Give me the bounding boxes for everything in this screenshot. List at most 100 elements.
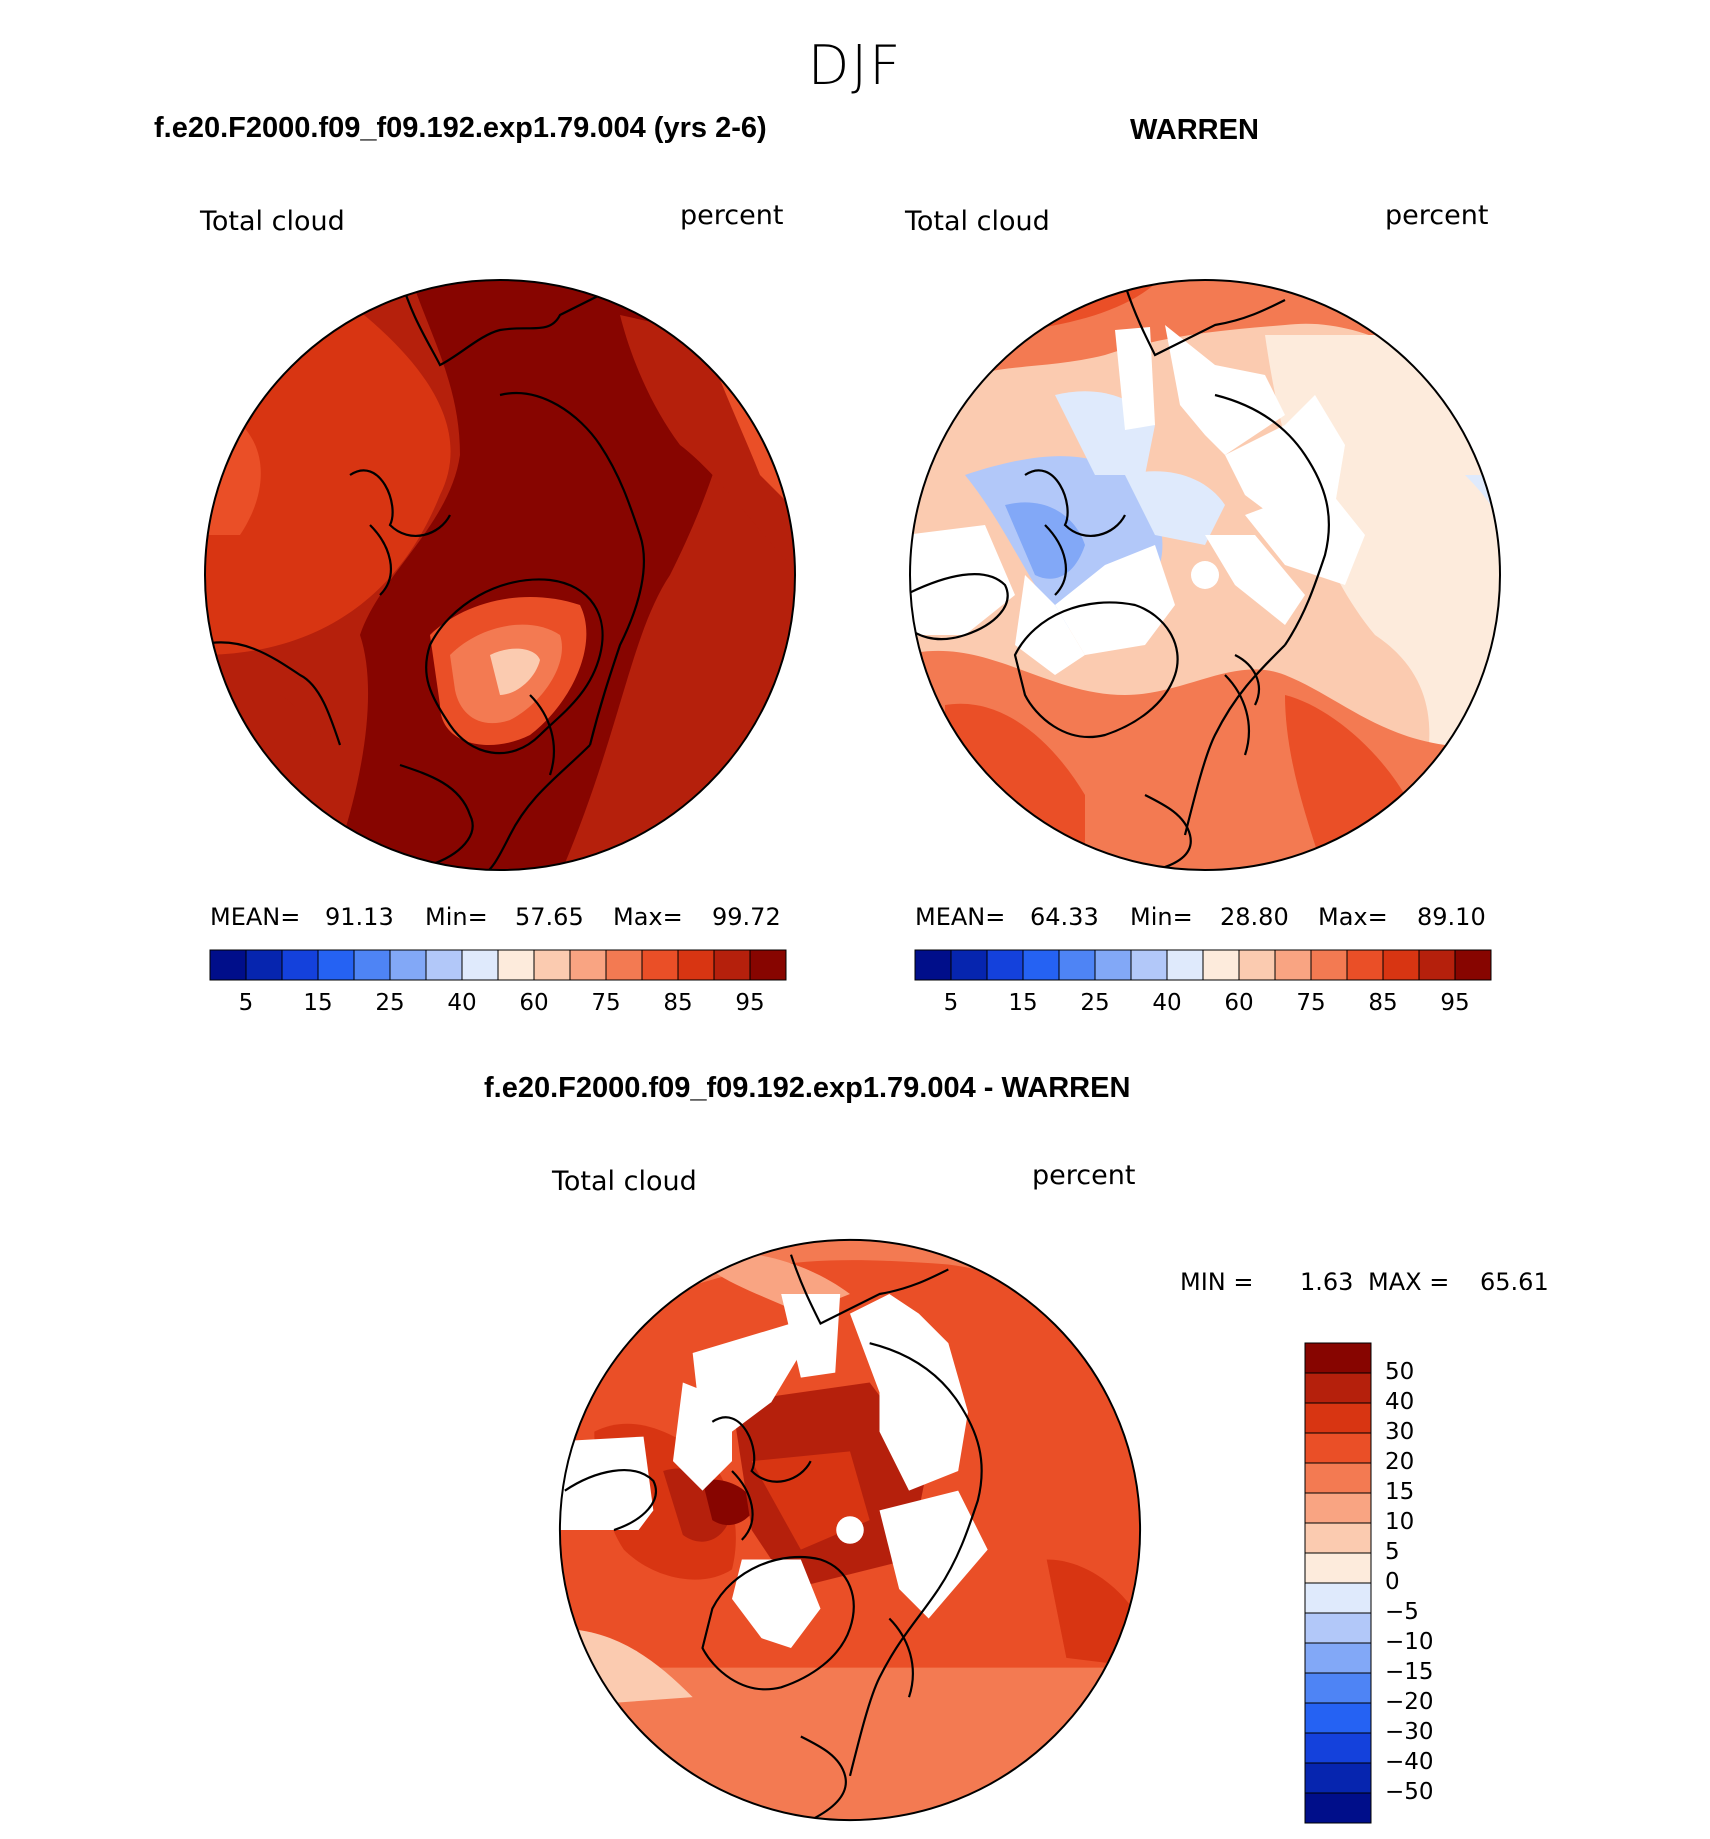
- panel3-variable: Total cloud: [552, 1166, 697, 1197]
- colorbar-swatch: [677, 949, 715, 981]
- page-title: DJF: [807, 34, 903, 97]
- colorbar-tick-label: 75: [1296, 990, 1326, 1016]
- panel1-units: percent: [680, 200, 784, 231]
- colorbar-tick-label: 40: [447, 990, 477, 1016]
- colorbar-swatch: [1304, 1552, 1372, 1584]
- colorbar-swatch: [353, 949, 391, 981]
- colorbar-swatch: [1166, 949, 1204, 981]
- colorbar-swatch: [1418, 949, 1456, 981]
- colorbar-swatch: [1454, 949, 1492, 981]
- colorbar-tick-label: 25: [1080, 990, 1110, 1016]
- colorbar-swatch: [497, 949, 535, 981]
- panel3-max-value: 65.61: [1480, 1268, 1549, 1296]
- panel2-mean-label: MEAN=: [915, 903, 1006, 931]
- colorbar-swatch: [533, 949, 571, 981]
- colorbar-tick-label: 75: [591, 990, 621, 1016]
- colorbar-tick-label: −30: [1385, 1719, 1434, 1745]
- colorbar-tick-label: −50: [1385, 1779, 1434, 1805]
- panel3-units: percent: [1032, 1160, 1136, 1191]
- colorbar-tick-label: 15: [303, 990, 333, 1016]
- colorbar-tick-label: 0: [1385, 1569, 1400, 1595]
- panel3-min-label: MIN =: [1180, 1268, 1254, 1296]
- colorbar-tick-label: 20: [1385, 1449, 1415, 1475]
- panel2-map: [909, 279, 1501, 871]
- colorbar-swatch: [986, 949, 1024, 981]
- colorbar-tick-label: −10: [1385, 1629, 1434, 1655]
- panel1-max-label: Max=: [613, 903, 683, 931]
- panel1-max-value: 99.72: [712, 903, 781, 931]
- colorbar-swatch: [749, 949, 787, 981]
- colorbar-swatch: [1304, 1582, 1372, 1614]
- colorbar-tick-label: 40: [1152, 990, 1182, 1016]
- colorbar-swatch: [1022, 949, 1060, 981]
- colorbar-swatch: [1304, 1732, 1372, 1764]
- colorbar-swatch: [1310, 949, 1348, 981]
- colorbar-swatch: [209, 949, 247, 981]
- panel3-title: f.e20.F2000.f09_f09.192.exp1.79.004 - WA…: [484, 1072, 1131, 1104]
- colorbar-tick-label: 60: [519, 990, 549, 1016]
- panel3-map: [558, 1238, 1142, 1822]
- panel2-max-label: Max=: [1318, 903, 1388, 931]
- panel2-units: percent: [1385, 200, 1489, 231]
- panel2-variable: Total cloud: [905, 206, 1050, 237]
- colorbar-swatch: [1346, 949, 1384, 981]
- colorbar-swatch: [317, 949, 355, 981]
- colorbar-tick-label: 15: [1385, 1479, 1415, 1505]
- panel2-title: WARREN: [1130, 114, 1259, 146]
- colorbar-swatch: [713, 949, 751, 981]
- panel1-colorbar: [209, 949, 787, 981]
- colorbar-swatch: [1304, 1522, 1372, 1554]
- panel1-min-value: 57.65: [515, 903, 584, 931]
- colorbar-swatch: [1130, 949, 1168, 981]
- colorbar-swatch: [1202, 949, 1240, 981]
- panel3-colorbar: [1304, 1342, 1372, 1824]
- panel3-min-value: 1.63: [1300, 1268, 1354, 1296]
- colorbar-tick-label: 15: [1008, 990, 1038, 1016]
- colorbar-tick-label: 30: [1385, 1419, 1415, 1445]
- colorbar-swatch: [1304, 1702, 1372, 1734]
- panel1-min-label: Min=: [425, 903, 488, 931]
- colorbar-swatch: [1304, 1432, 1372, 1464]
- colorbar-swatch: [641, 949, 679, 981]
- colorbar-tick-label: 95: [1440, 990, 1470, 1016]
- panel2-max-value: 89.10: [1417, 903, 1486, 931]
- colorbar-swatch: [1382, 949, 1420, 981]
- panel1-mean-label: MEAN=: [210, 903, 301, 931]
- colorbar-swatch: [950, 949, 988, 981]
- colorbar-tick-label: 5: [1385, 1539, 1400, 1565]
- colorbar-tick-label: −20: [1385, 1689, 1434, 1715]
- colorbar-tick-label: 60: [1224, 990, 1254, 1016]
- colorbar-tick-label: 5: [238, 990, 254, 1016]
- colorbar-swatch: [1274, 949, 1312, 981]
- colorbar-tick-label: −40: [1385, 1749, 1434, 1775]
- panel3-max-label: MAX =: [1368, 1268, 1450, 1296]
- colorbar-swatch: [569, 949, 607, 981]
- colorbar-swatch: [1304, 1672, 1372, 1704]
- colorbar-tick-label: 50: [1385, 1359, 1415, 1385]
- colorbar-swatch: [1304, 1492, 1372, 1524]
- panel2-mean-value: 64.33: [1030, 903, 1099, 931]
- colorbar-swatch: [389, 949, 427, 981]
- colorbar-swatch: [1304, 1372, 1372, 1404]
- colorbar-swatch: [1304, 1762, 1372, 1794]
- colorbar-swatch: [1304, 1462, 1372, 1494]
- colorbar-tick-label: 10: [1385, 1509, 1415, 1535]
- panel1-mean-value: 91.13: [325, 903, 394, 931]
- colorbar-tick-label: 40: [1385, 1389, 1415, 1415]
- colorbar-swatch: [1094, 949, 1132, 981]
- panel2-min-label: Min=: [1130, 903, 1193, 931]
- panel2-min-value: 28.80: [1220, 903, 1289, 931]
- colorbar-swatch: [605, 949, 643, 981]
- colorbar-tick-label: 5: [943, 990, 959, 1016]
- colorbar-swatch: [1304, 1612, 1372, 1644]
- colorbar-tick-label: 85: [663, 990, 693, 1016]
- colorbar-tick-label: −15: [1385, 1659, 1434, 1685]
- panel1-title: f.e20.F2000.f09_f09.192.exp1.79.004 (yrs…: [154, 112, 767, 144]
- colorbar-swatch: [914, 949, 952, 981]
- colorbar-swatch: [1238, 949, 1276, 981]
- colorbar-tick-label: 95: [735, 990, 765, 1016]
- colorbar-swatch: [1304, 1402, 1372, 1434]
- colorbar-swatch: [1304, 1342, 1372, 1374]
- colorbar-swatch: [1304, 1792, 1372, 1824]
- panel2-colorbar: [914, 949, 1492, 981]
